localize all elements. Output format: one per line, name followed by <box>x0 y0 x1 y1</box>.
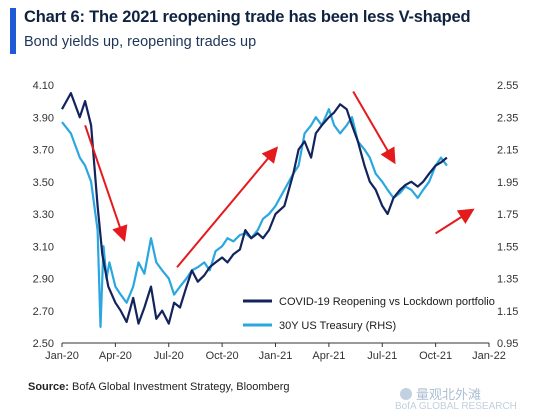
y-right-tick-label: 0.95 <box>497 338 518 350</box>
y-right-tick-label: 1.35 <box>497 274 518 286</box>
source-note: Source: BofA Global Investment Strategy,… <box>28 381 290 393</box>
y-right-tick-label: 1.15 <box>497 306 518 318</box>
legend: COVID-19 Reopening vs Lockdown portfolio… <box>243 296 495 332</box>
y-left-tick-label: 4.10 <box>33 80 54 92</box>
x-tick-label: Apr-20 <box>99 350 132 362</box>
legend-label-portfolio: COVID-19 Reopening vs Lockdown portfolio <box>279 296 495 308</box>
y-left-tick-label: 3.50 <box>33 177 54 189</box>
trend-arrow-up <box>176 146 279 268</box>
chart-subtitle: Bond yields up, reopening trades up <box>24 34 257 50</box>
trend-arrow-down <box>352 90 396 165</box>
watermark-text: 量观北外滩 <box>416 387 482 402</box>
series-line-reopening-portfolio <box>61 92 448 325</box>
y-right-tick-label: 2.15 <box>497 145 518 157</box>
y-left-tick-label: 2.90 <box>33 274 54 286</box>
source-text: BofA Global Investment Strategy, Bloombe… <box>72 381 290 393</box>
y-right-tick-label: 2.55 <box>497 80 518 92</box>
series-line-30y-treasury <box>61 108 448 328</box>
y-left-tick-label: 2.50 <box>33 338 54 350</box>
y-left-tick-label: 3.10 <box>33 241 54 253</box>
x-tick-label: Oct-21 <box>419 350 452 362</box>
y-left-tick-label: 3.90 <box>33 112 54 124</box>
trend-arrow-up <box>435 208 475 235</box>
x-tick-label: Jul-20 <box>154 350 184 362</box>
y-right-tick-label: 1.75 <box>497 209 518 221</box>
trend-arrow-down <box>84 124 128 242</box>
watermark-logo-icon <box>400 388 412 400</box>
y-left-tick-label: 3.30 <box>33 209 54 221</box>
y-left-tick-label: 2.70 <box>33 306 54 318</box>
trend-arrows <box>84 90 475 268</box>
legend-label-treasury: 30Y US Treasury (RHS) <box>279 320 396 332</box>
x-tick-label: Apr-21 <box>312 350 345 362</box>
title-accent-bar <box>10 8 16 54</box>
y-left-tick-label: 3.70 <box>33 145 54 157</box>
watermark: 量观北外滩 <box>400 384 481 403</box>
x-tick-label: Jan-22 <box>472 350 506 362</box>
y-axis-right-ticks: 0.95 1.15 1.35 1.55 1.75 1.95 2.15 2.35 2.55 <box>497 80 518 350</box>
x-tick-label: Jan-21 <box>259 350 293 362</box>
y-right-tick-label: 1.55 <box>497 241 518 253</box>
x-tick-label: Jan-20 <box>45 350 79 362</box>
y-axis-left-ticks: 2.50 2.70 2.90 3.10 3.30 3.50 3.70 3.90 4.10 <box>33 80 54 350</box>
source-label: Source: <box>28 381 69 393</box>
x-tick-label: Jul-21 <box>367 350 397 362</box>
y-right-tick-label: 1.95 <box>497 177 518 189</box>
x-axis-ticks: Jan-20 Apr-20 Jul-20 Oct-20 Jan-21 Apr-21 Jul-… <box>45 343 506 362</box>
watermark-secondary: BofA GLOBAL RESEARCH <box>395 401 517 412</box>
y-right-tick-label: 2.35 <box>497 112 518 124</box>
chart-title: Chart 6: The 2021 reopening trade has be… <box>24 8 471 26</box>
x-tick-label: Oct-20 <box>206 350 239 362</box>
